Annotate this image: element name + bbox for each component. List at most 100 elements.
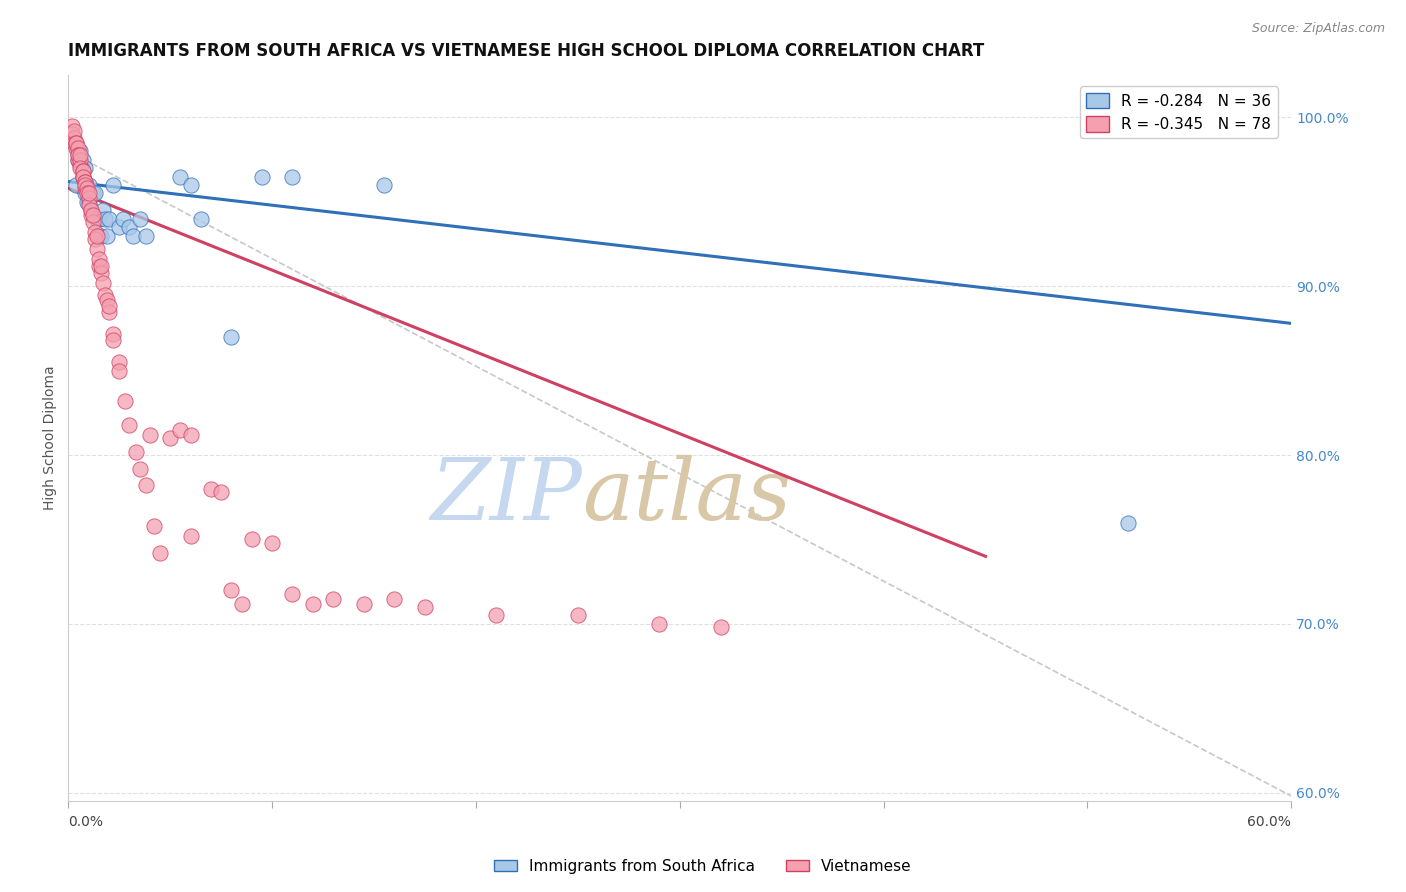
Point <box>94 211 117 226</box>
Point <box>281 169 304 184</box>
Point <box>67 147 90 161</box>
Point <box>86 242 108 256</box>
Point <box>281 586 304 600</box>
Point <box>67 153 90 167</box>
Point <box>67 147 90 161</box>
Point <box>108 355 131 369</box>
Point <box>69 147 91 161</box>
Point <box>73 178 96 192</box>
Point <box>90 228 112 243</box>
Point <box>73 175 96 189</box>
Point <box>250 169 273 184</box>
Legend: Immigrants from South Africa, Vietnamese: Immigrants from South Africa, Vietnamese <box>488 853 918 880</box>
Point <box>98 300 121 314</box>
Text: 60.0%: 60.0% <box>1247 814 1291 829</box>
Text: ZIP: ZIP <box>430 455 582 538</box>
Point <box>69 153 91 167</box>
Point <box>709 620 731 634</box>
Point <box>72 169 94 184</box>
Point <box>98 304 121 318</box>
Text: 0.0%: 0.0% <box>69 814 103 829</box>
Point <box>353 597 375 611</box>
Point <box>65 136 87 150</box>
Point <box>67 153 90 167</box>
Point <box>648 616 671 631</box>
Point <box>322 591 344 606</box>
Legend: R = -0.284   N = 36, R = -0.345   N = 78: R = -0.284 N = 36, R = -0.345 N = 78 <box>1080 87 1278 138</box>
Point <box>221 583 243 598</box>
Point <box>190 211 212 226</box>
Point <box>76 186 98 201</box>
Point <box>101 178 124 192</box>
Point <box>94 287 117 301</box>
Point <box>101 333 124 347</box>
Point <box>73 175 96 189</box>
Point <box>79 208 101 222</box>
Point <box>65 136 87 150</box>
Point <box>60 119 83 133</box>
Point <box>169 169 191 184</box>
Point <box>1116 516 1139 530</box>
Point <box>73 161 96 175</box>
Point <box>200 482 222 496</box>
Text: Source: ZipAtlas.com: Source: ZipAtlas.com <box>1251 22 1385 36</box>
Point <box>79 203 101 218</box>
Point <box>69 161 91 175</box>
Point <box>86 211 108 226</box>
Point <box>96 228 118 243</box>
Point <box>69 144 91 158</box>
Point <box>72 169 94 184</box>
Point <box>240 533 263 547</box>
Point <box>83 225 105 239</box>
Point <box>72 153 94 167</box>
Point <box>90 266 112 280</box>
Point <box>159 431 181 445</box>
Y-axis label: High School Diploma: High School Diploma <box>44 366 58 510</box>
Point <box>77 178 100 192</box>
Point <box>135 478 157 492</box>
Point <box>63 124 86 138</box>
Point <box>79 203 101 218</box>
Point <box>112 211 135 226</box>
Point <box>108 364 131 378</box>
Point <box>63 130 86 145</box>
Point <box>98 211 121 226</box>
Point <box>122 228 145 243</box>
Point <box>114 394 136 409</box>
Point <box>231 597 253 611</box>
Point <box>77 186 100 201</box>
Point <box>139 427 162 442</box>
Point <box>86 228 108 243</box>
Point <box>567 608 589 623</box>
Point <box>142 519 165 533</box>
Point <box>82 186 104 201</box>
Text: IMMIGRANTS FROM SOUTH AFRICA VS VIETNAMESE HIGH SCHOOL DIPLOMA CORRELATION CHART: IMMIGRANTS FROM SOUTH AFRICA VS VIETNAME… <box>69 42 984 60</box>
Point <box>384 591 406 606</box>
Point <box>135 228 157 243</box>
Point <box>76 194 98 209</box>
Point <box>82 208 104 222</box>
Point <box>209 485 232 500</box>
Point <box>91 203 114 218</box>
Point <box>65 178 87 192</box>
Point <box>83 186 105 201</box>
Point <box>60 128 83 142</box>
Point <box>118 417 141 432</box>
Point <box>149 546 172 560</box>
Point <box>413 600 436 615</box>
Point <box>77 194 100 209</box>
Point <box>87 211 110 226</box>
Point <box>221 330 243 344</box>
Point <box>87 259 110 273</box>
Point <box>77 198 100 212</box>
Point <box>82 215 104 229</box>
Point <box>262 536 284 550</box>
Point <box>485 608 508 623</box>
Text: atlas: atlas <box>582 455 792 538</box>
Point <box>180 427 202 442</box>
Point <box>76 181 98 195</box>
Point <box>73 181 96 195</box>
Point <box>124 444 146 458</box>
Point <box>63 136 86 150</box>
Point <box>373 178 395 192</box>
